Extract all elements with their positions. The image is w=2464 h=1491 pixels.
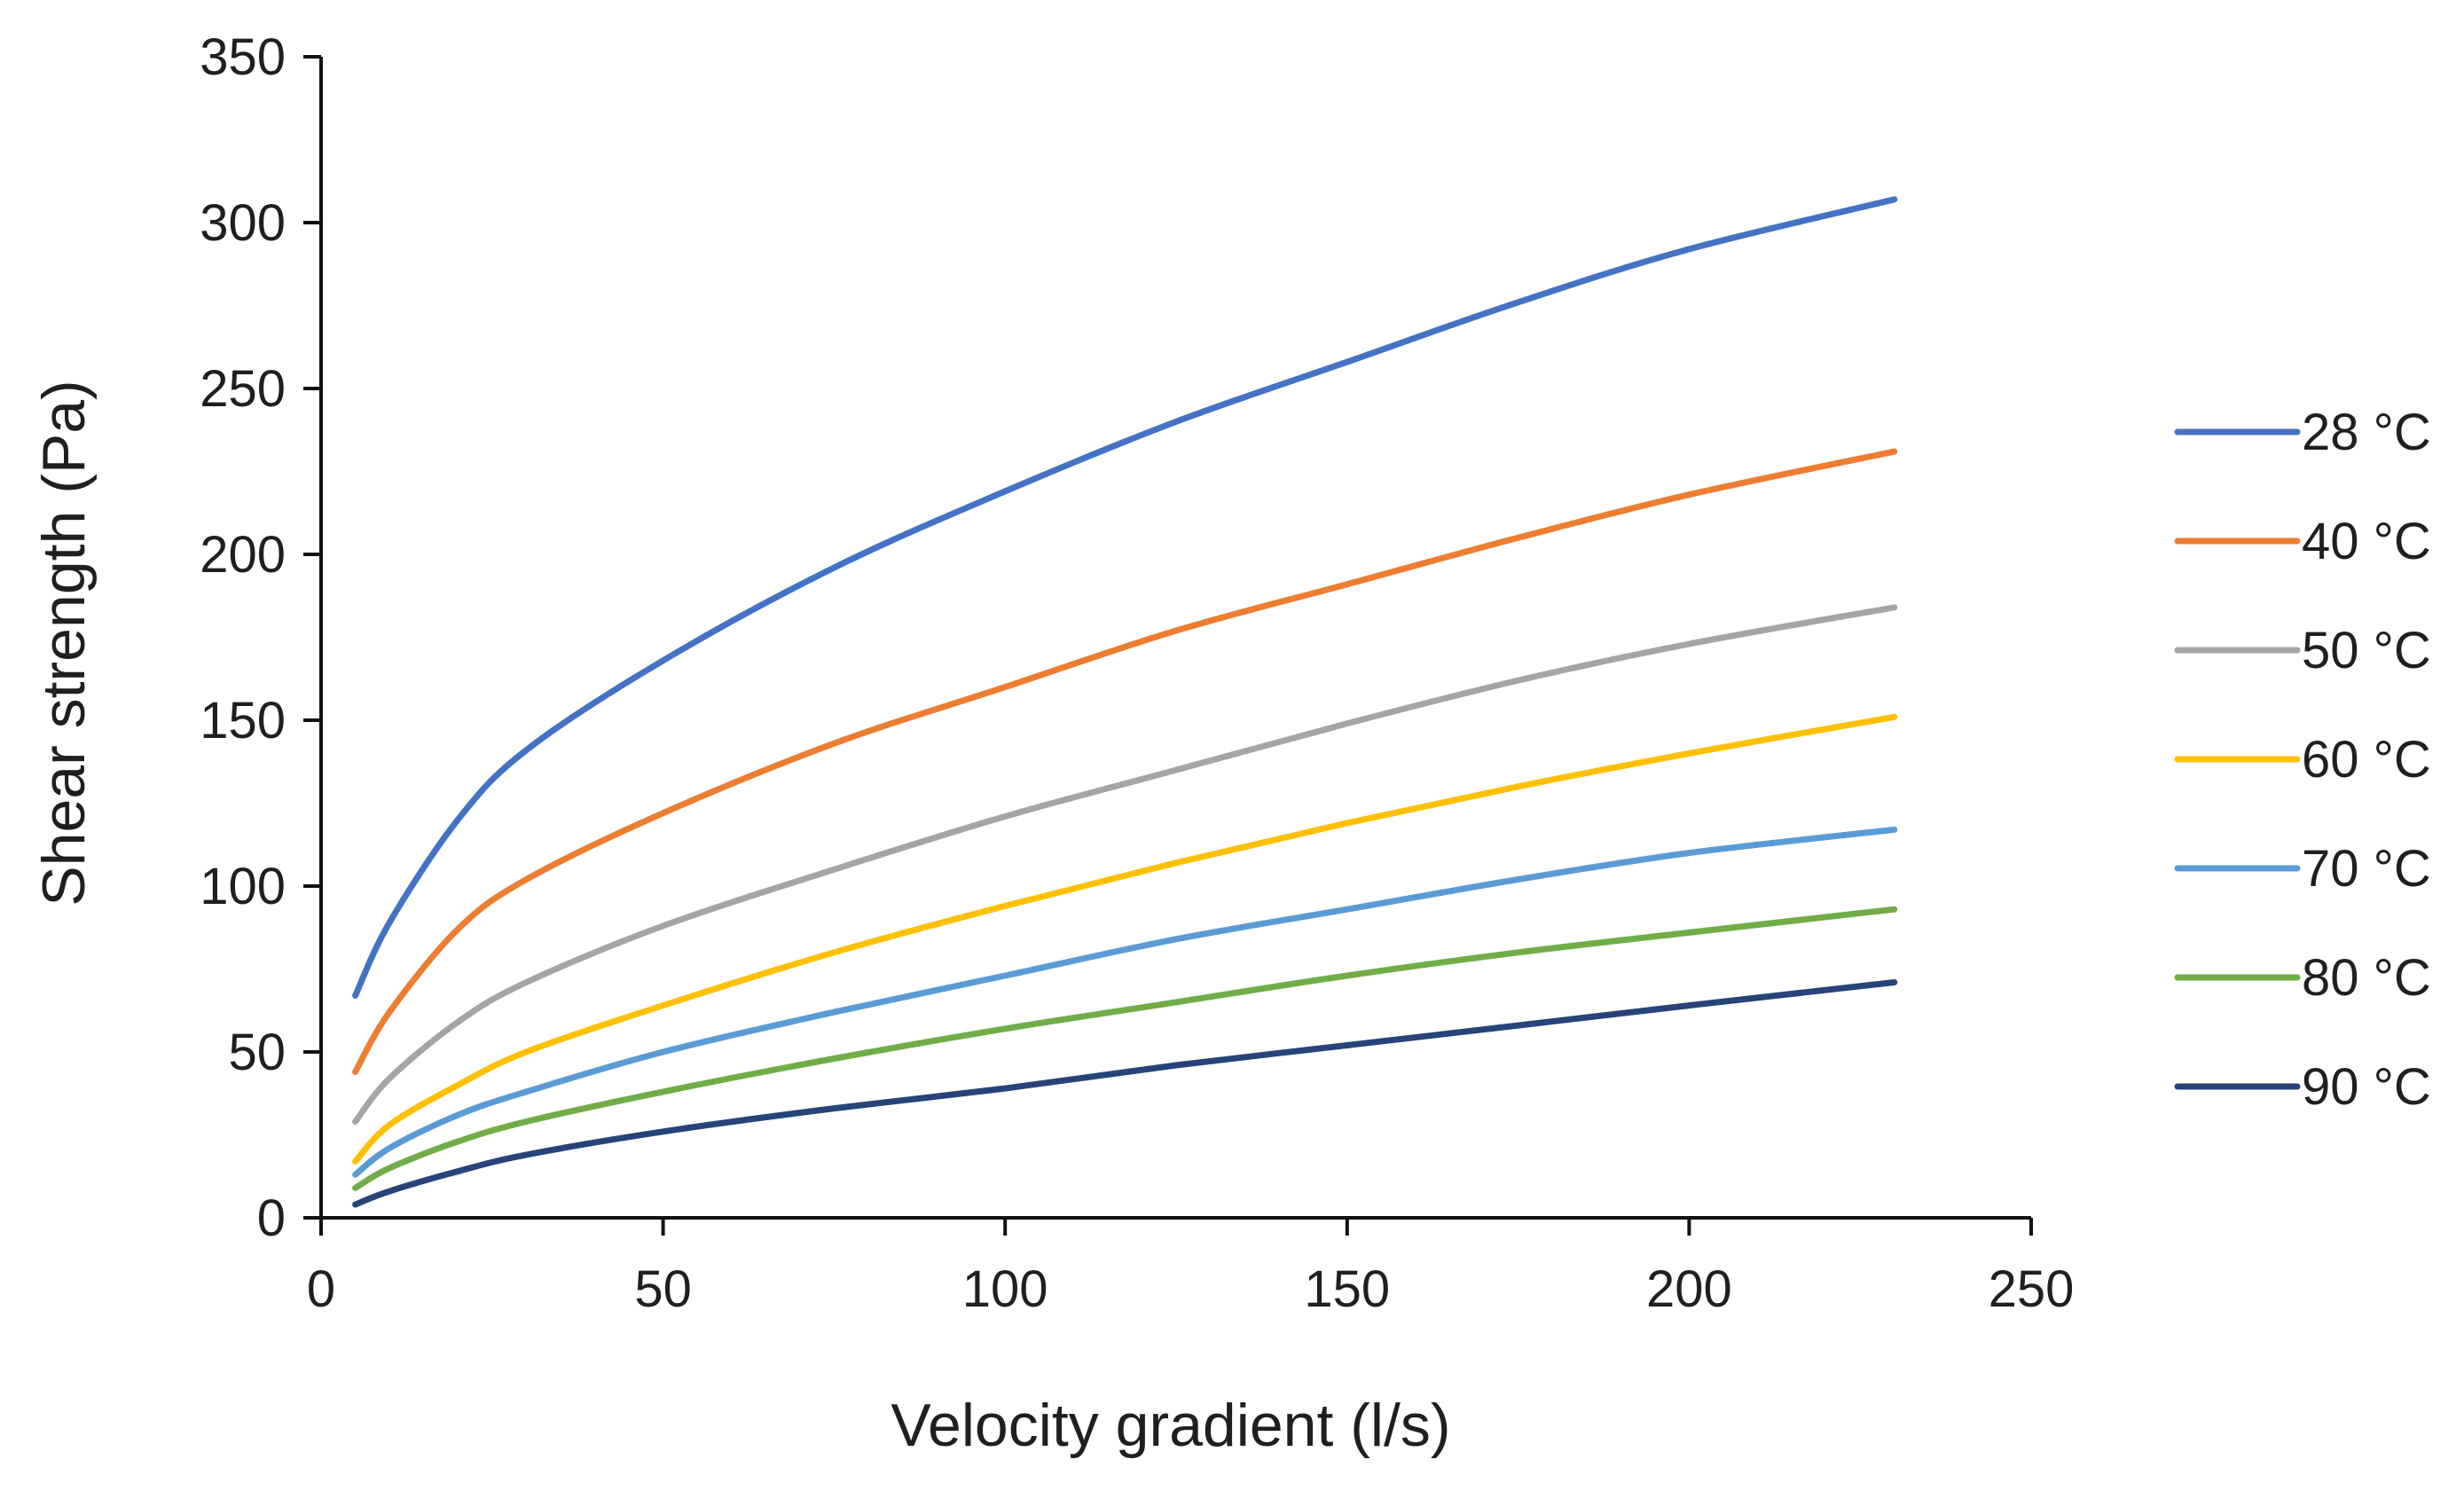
y-tick-label: 200 — [200, 526, 286, 584]
legend-label: 80 °C — [2302, 949, 2431, 1007]
legend-label: 60 °C — [2302, 731, 2431, 789]
x-tick-label: 150 — [1304, 1260, 1390, 1318]
series-line-70c — [352, 826, 1898, 1178]
y-tick-label: 250 — [200, 360, 286, 418]
legend-label: 28 °C — [2302, 404, 2431, 461]
y-tick-label: 0 — [257, 1189, 286, 1247]
legend: 28 °C 40 °C 50 °C 60 °C 70 °C 80 °C 90 °C — [2174, 404, 2431, 1116]
x-tick-label: 250 — [1989, 1260, 2075, 1318]
x-axis-title: Velocity gradient (l/s) — [891, 1392, 1450, 1459]
y-tick-label: 150 — [200, 692, 286, 749]
axes: 0 50 100 150 200 250 300 350 0 50 100 150 200 250 — [200, 28, 2074, 1318]
legend-label: 40 °C — [2302, 513, 2431, 570]
y-tick-label: 300 — [200, 194, 286, 252]
series-line-90c — [352, 979, 1898, 1208]
y-axis-title: Shear strength (Pa) — [30, 380, 98, 906]
legend-label: 70 °C — [2302, 840, 2431, 898]
x-tick-label: 100 — [962, 1260, 1048, 1318]
series-lines — [352, 196, 1898, 1208]
series-line-40c — [352, 448, 1898, 1075]
x-tick-label: 0 — [307, 1260, 335, 1318]
series-line-80c — [352, 906, 1898, 1191]
x-tick-label: 50 — [634, 1260, 692, 1318]
legend-label: 90 °C — [2302, 1058, 2431, 1116]
series-line-60c — [352, 713, 1898, 1165]
series-line-28c — [352, 196, 1898, 999]
series-line-50c — [352, 604, 1898, 1125]
x-tick-label: 200 — [1646, 1260, 1732, 1318]
y-tick-label: 100 — [200, 858, 286, 915]
y-tick-label: 350 — [200, 28, 286, 86]
legend-label: 50 °C — [2302, 622, 2431, 679]
y-tick-label: 50 — [228, 1024, 286, 1081]
